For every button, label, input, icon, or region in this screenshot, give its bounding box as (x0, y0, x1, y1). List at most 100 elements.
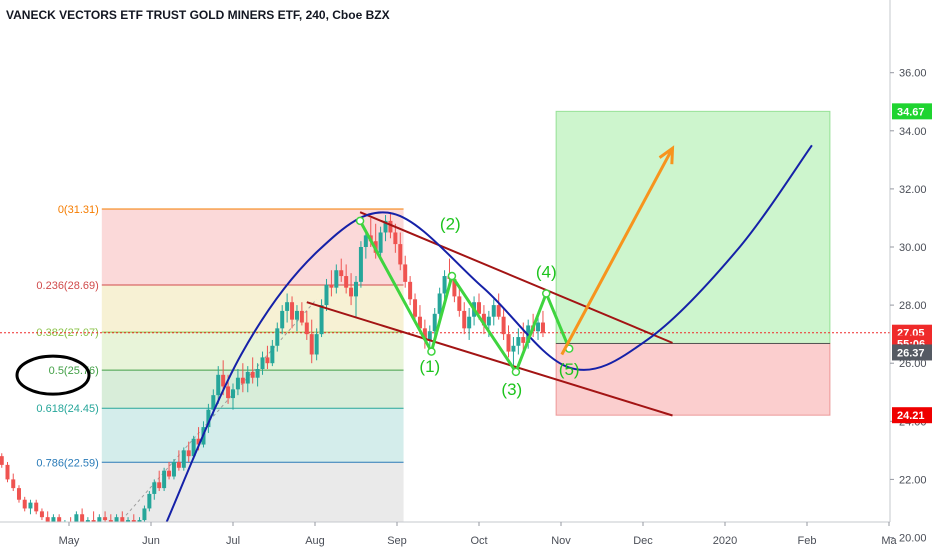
candle-body (491, 305, 496, 317)
candle-body (181, 450, 186, 468)
candle-body (457, 296, 462, 311)
candle-body (157, 482, 162, 489)
candle-body (413, 299, 418, 317)
candle-body (501, 316, 506, 335)
candle-body (114, 517, 119, 523)
candle-body (442, 276, 447, 294)
candle-body (536, 322, 541, 332)
candle-body (280, 310, 285, 329)
price-tick-label: 26.00 (899, 358, 927, 370)
candle-body (196, 438, 201, 445)
fib-band (101, 462, 404, 532)
wave-point (511, 367, 521, 377)
candle-body (275, 328, 280, 346)
candle-body (270, 345, 275, 364)
candle-body (290, 302, 295, 320)
price-axis[interactable]: 20.0022.0024.0026.0028.0030.0032.0034.00… (889, 0, 932, 550)
wave-label: (2) (440, 215, 461, 234)
candle-body (39, 511, 44, 518)
time-axis[interactable]: May Jun Jul Aug Sep Oct Nov Dec 2020 Feb Ma (0, 521, 898, 550)
candle-body (186, 450, 191, 457)
candle-body (481, 313, 486, 326)
candle-body (221, 374, 226, 387)
candle-body (240, 377, 245, 384)
candle-body (250, 371, 255, 378)
candle-body (511, 345, 516, 352)
candle-body (354, 281, 358, 297)
candle-body (540, 322, 545, 333)
price-tick-label: 34.00 (899, 126, 927, 138)
wave-point (541, 289, 551, 298)
candle-body (417, 316, 422, 329)
fib-level-label: 0.5(25.76) (49, 365, 99, 377)
fib-level-label: 0(31.31) (58, 204, 99, 216)
candle-body (22, 499, 27, 509)
time-tick-label: Sep (387, 535, 407, 547)
target-arrow-shaft (560, 147, 674, 356)
candle-body (28, 502, 33, 509)
drawings: (1) (2) (3) (4) (5) (164, 144, 813, 527)
arc-curve (164, 144, 813, 527)
candle-body (437, 293, 442, 314)
candle-body (358, 247, 363, 282)
candle-body (45, 517, 50, 523)
candle-body (383, 220, 388, 233)
candle-body (393, 232, 398, 245)
candle-body (319, 305, 324, 335)
time-tick-label: May (59, 535, 80, 547)
candle-body (103, 517, 108, 521)
channel-lower-line (306, 301, 673, 417)
time-tick-label: Aug (305, 535, 325, 547)
time-tick-label: Feb (798, 535, 817, 547)
candle-body (176, 461, 181, 468)
fibonacci-retracement: 0(31.31) 0.236(28.69) 0.382(27.07) 0.5(25.7… (15, 204, 404, 538)
chart-title: VANECK VECTORS ETF TRUST GOLD MINERS ETF… (6, 8, 390, 22)
candle-body (80, 514, 85, 523)
candle-body (403, 264, 408, 282)
candle-body (5, 464, 10, 480)
candle-body (11, 479, 16, 489)
price-tick-label: 20.00 (899, 533, 927, 545)
candle-body (16, 488, 21, 500)
fib-level-label: 0.618(24.45) (36, 403, 98, 415)
candle-body (226, 386, 231, 399)
candle-body (339, 270, 344, 277)
candle-body (462, 310, 467, 329)
wave-line (358, 220, 571, 374)
candle-body (211, 395, 216, 410)
candle-body (97, 517, 102, 523)
candle-body (152, 482, 157, 494)
candle-body (304, 322, 309, 335)
candle-body (344, 276, 349, 288)
loss-zone (555, 342, 831, 416)
candle-body (427, 331, 432, 340)
price-badge-label: 34.67 (897, 106, 925, 118)
candle-body (506, 334, 511, 352)
candle-body (167, 470, 172, 477)
wave-label: (1) (419, 357, 440, 376)
profit-zone (555, 110, 831, 344)
price-badge-label: 24.21 (897, 410, 925, 422)
wave-label: (5) (559, 360, 580, 379)
price-tick-label: 36.00 (899, 68, 927, 80)
fib-band (101, 408, 404, 463)
candle-body (245, 371, 250, 384)
candle-body (0, 456, 4, 465)
candle-body (285, 302, 290, 311)
candle-body (422, 328, 427, 340)
candle-body (452, 278, 457, 297)
candle-body (171, 461, 176, 477)
candle-body (432, 313, 437, 332)
candle-body (235, 377, 240, 390)
candle-body (255, 369, 260, 378)
time-tick-label: Jun (142, 535, 160, 547)
candle-body (299, 310, 304, 323)
candle-body (74, 514, 79, 526)
price-axis-bg (890, 0, 932, 550)
long-position-tool (555, 110, 831, 416)
time-tick-label: 2020 (713, 535, 737, 547)
candle-body (294, 310, 299, 320)
candle-body (309, 334, 314, 355)
wave-point (355, 216, 365, 226)
